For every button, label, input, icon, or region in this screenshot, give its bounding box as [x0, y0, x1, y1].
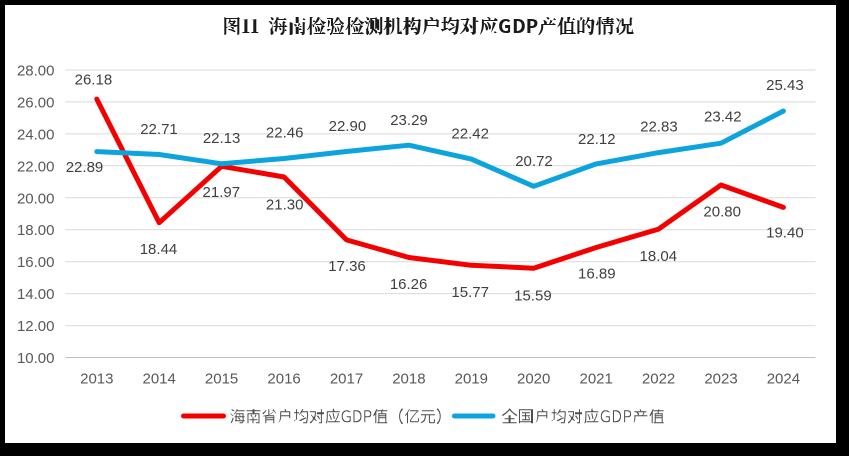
svg-text:2023: 2023: [704, 370, 737, 387]
svg-text:2017: 2017: [330, 370, 363, 387]
svg-text:2016: 2016: [267, 370, 300, 387]
svg-text:20.00: 20.00: [17, 190, 55, 207]
svg-text:23.42: 23.42: [704, 108, 742, 125]
svg-text:23.29: 23.29: [390, 112, 428, 129]
svg-text:2014: 2014: [143, 370, 176, 387]
svg-text:2018: 2018: [392, 370, 425, 387]
svg-text:22.42: 22.42: [451, 126, 489, 143]
svg-text:14.00: 14.00: [17, 286, 55, 303]
svg-text:22.71: 22.71: [140, 121, 178, 138]
svg-text:28.00: 28.00: [17, 63, 55, 80]
svg-text:2020: 2020: [517, 370, 550, 387]
svg-text:2024: 2024: [767, 370, 800, 387]
svg-text:21.30: 21.30: [266, 197, 304, 214]
svg-text:21.97: 21.97: [203, 184, 241, 201]
svg-text:12.00: 12.00: [17, 318, 55, 335]
svg-text:15.59: 15.59: [514, 287, 552, 304]
svg-text:26.00: 26.00: [17, 94, 55, 111]
svg-text:22.89: 22.89: [66, 159, 104, 176]
svg-text:22.46: 22.46: [266, 125, 304, 142]
svg-text:2013: 2013: [80, 370, 113, 387]
svg-text:2022: 2022: [642, 370, 675, 387]
svg-text:22.90: 22.90: [329, 118, 367, 135]
svg-text:16.26: 16.26: [390, 276, 428, 293]
svg-text:2015: 2015: [205, 370, 238, 387]
svg-text:15.77: 15.77: [451, 284, 489, 301]
svg-text:25.43: 25.43: [766, 77, 804, 94]
svg-text:16.89: 16.89: [578, 266, 616, 283]
svg-text:22.00: 22.00: [17, 158, 55, 175]
svg-text:26.18: 26.18: [75, 71, 113, 88]
svg-text:2019: 2019: [455, 370, 488, 387]
svg-text:2021: 2021: [580, 370, 613, 387]
svg-text:22.83: 22.83: [640, 119, 678, 136]
svg-text:24.00: 24.00: [17, 126, 55, 143]
svg-text:20.72: 20.72: [515, 153, 553, 170]
svg-text:20.80: 20.80: [703, 204, 741, 221]
svg-text:16.00: 16.00: [17, 254, 55, 271]
svg-text:18.00: 18.00: [17, 222, 55, 239]
svg-text:19.40: 19.40: [766, 225, 804, 242]
svg-text:22.13: 22.13: [203, 130, 241, 147]
svg-text:18.04: 18.04: [640, 248, 678, 265]
svg-text:22.12: 22.12: [578, 131, 616, 148]
svg-text:18.44: 18.44: [140, 241, 178, 258]
svg-text:10.00: 10.00: [17, 350, 55, 367]
svg-text:17.36: 17.36: [328, 258, 366, 275]
